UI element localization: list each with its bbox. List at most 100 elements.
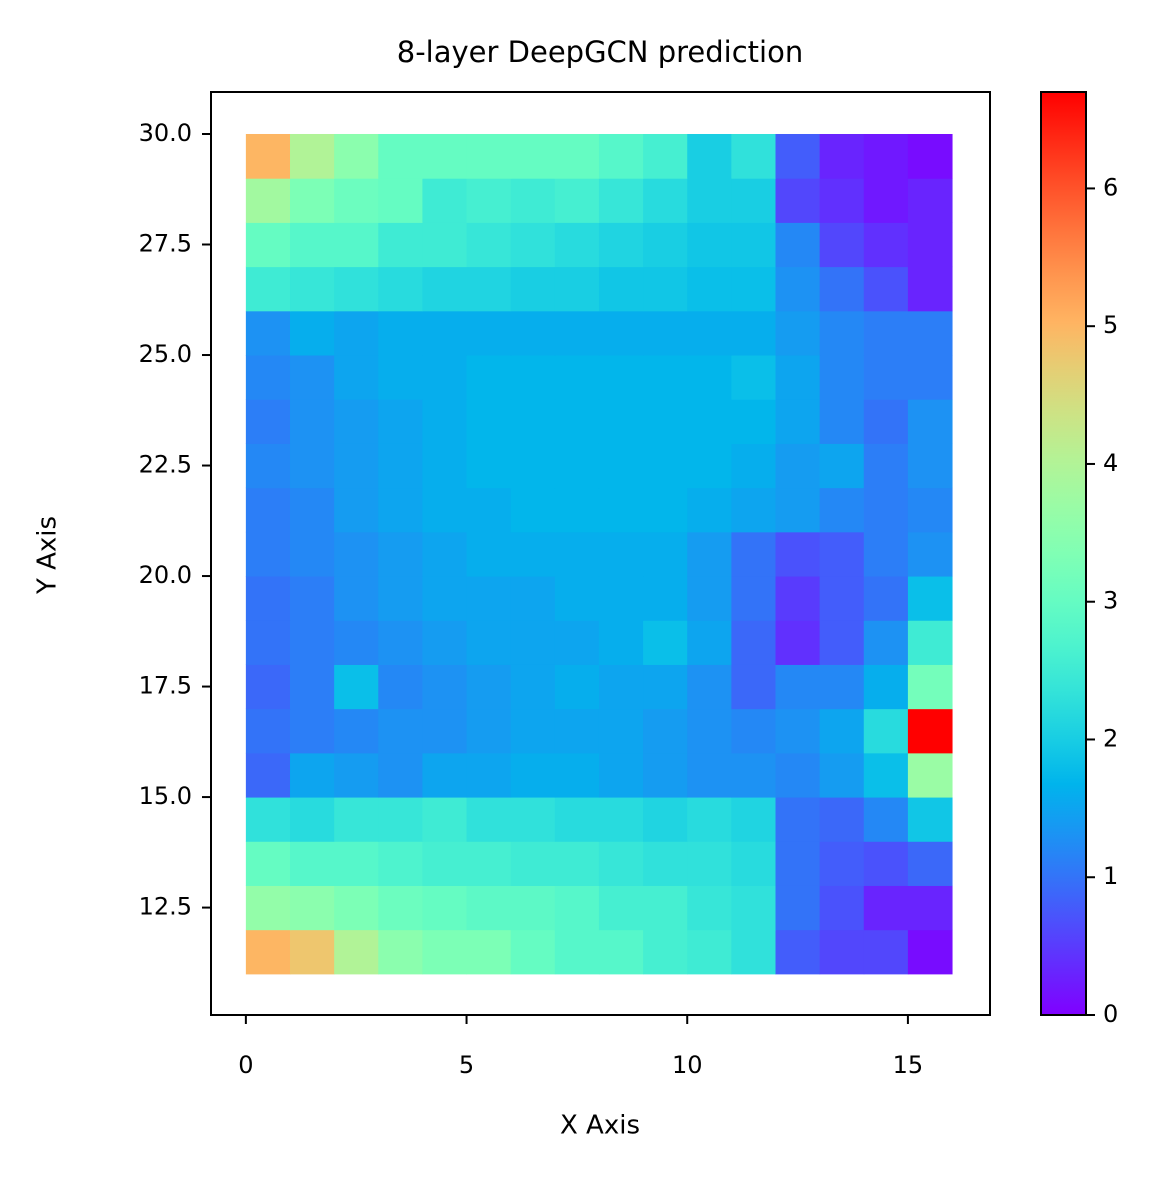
y-tick-label: 20.0 bbox=[139, 561, 192, 589]
cell bbox=[290, 620, 335, 665]
y-tick-label: 15.0 bbox=[139, 782, 192, 810]
cell bbox=[466, 133, 512, 179]
colorbar-tick-label: 5 bbox=[1103, 311, 1118, 339]
cell bbox=[422, 222, 468, 268]
cell bbox=[775, 576, 821, 621]
cell bbox=[378, 620, 423, 665]
cell bbox=[334, 708, 379, 754]
cell bbox=[466, 531, 512, 577]
cell bbox=[598, 355, 644, 400]
cell bbox=[245, 266, 291, 312]
cell bbox=[907, 355, 953, 400]
cell bbox=[334, 266, 379, 312]
cell bbox=[643, 222, 688, 268]
cell bbox=[466, 708, 512, 754]
cell bbox=[245, 531, 291, 577]
cell bbox=[466, 443, 512, 489]
cell bbox=[378, 841, 423, 886]
cell bbox=[687, 266, 732, 312]
cell bbox=[510, 443, 556, 489]
cell bbox=[643, 885, 688, 931]
cell bbox=[334, 133, 379, 179]
cell bbox=[643, 355, 688, 400]
cell bbox=[466, 487, 512, 533]
cell bbox=[422, 664, 468, 710]
cell bbox=[466, 222, 512, 268]
cell bbox=[598, 664, 644, 710]
cell bbox=[245, 664, 291, 710]
cell bbox=[466, 310, 512, 356]
cell bbox=[775, 487, 821, 533]
cell bbox=[245, 752, 291, 798]
cell bbox=[598, 487, 644, 533]
cell bbox=[334, 355, 379, 400]
cell bbox=[422, 841, 468, 886]
cell bbox=[554, 266, 600, 312]
cell bbox=[245, 797, 291, 842]
cell bbox=[643, 929, 688, 975]
cell bbox=[245, 487, 291, 533]
cell bbox=[378, 929, 423, 975]
cell bbox=[510, 708, 556, 754]
colorbar-tick-label: 4 bbox=[1103, 449, 1118, 477]
cell bbox=[731, 266, 776, 312]
cell bbox=[775, 222, 821, 268]
cell bbox=[510, 133, 556, 179]
cell bbox=[334, 310, 379, 356]
cell bbox=[643, 841, 688, 886]
cell bbox=[731, 531, 776, 577]
cell bbox=[554, 576, 600, 621]
cell bbox=[510, 752, 556, 798]
cell bbox=[378, 178, 423, 223]
cell bbox=[819, 576, 865, 621]
cell bbox=[422, 310, 468, 356]
cell bbox=[863, 355, 909, 400]
cell bbox=[907, 797, 953, 842]
cell bbox=[290, 841, 335, 886]
cell bbox=[863, 576, 909, 621]
cell bbox=[290, 752, 335, 798]
cell bbox=[378, 885, 423, 931]
cell bbox=[510, 355, 556, 400]
cell bbox=[378, 576, 423, 621]
cell bbox=[334, 443, 379, 489]
cell bbox=[378, 708, 423, 754]
cell bbox=[290, 797, 335, 842]
cell bbox=[819, 620, 865, 665]
cell bbox=[554, 310, 600, 356]
cell bbox=[510, 487, 556, 533]
cell bbox=[731, 443, 776, 489]
cell bbox=[819, 399, 865, 444]
cell bbox=[290, 487, 335, 533]
cell bbox=[290, 576, 335, 621]
cell bbox=[290, 310, 335, 356]
y-tick-label: 17.5 bbox=[139, 672, 192, 700]
cell bbox=[510, 620, 556, 665]
cell bbox=[863, 752, 909, 798]
cell bbox=[510, 531, 556, 577]
cell bbox=[907, 576, 953, 621]
cell bbox=[907, 708, 953, 754]
cell bbox=[422, 531, 468, 577]
cell bbox=[466, 178, 512, 223]
colorbar bbox=[1040, 91, 1087, 1016]
cell bbox=[466, 620, 512, 665]
cell bbox=[466, 266, 512, 312]
cell bbox=[245, 355, 291, 400]
cell bbox=[863, 266, 909, 312]
cell bbox=[687, 222, 732, 268]
colorbar-tick-label: 1 bbox=[1103, 862, 1118, 890]
cell bbox=[907, 266, 953, 312]
cell bbox=[378, 487, 423, 533]
cell bbox=[554, 708, 600, 754]
cell bbox=[334, 399, 379, 444]
cell bbox=[687, 531, 732, 577]
cell bbox=[334, 222, 379, 268]
cell bbox=[245, 885, 291, 931]
cell bbox=[554, 487, 600, 533]
cell bbox=[290, 531, 335, 577]
cell bbox=[554, 178, 600, 223]
cell bbox=[422, 708, 468, 754]
cell bbox=[731, 355, 776, 400]
